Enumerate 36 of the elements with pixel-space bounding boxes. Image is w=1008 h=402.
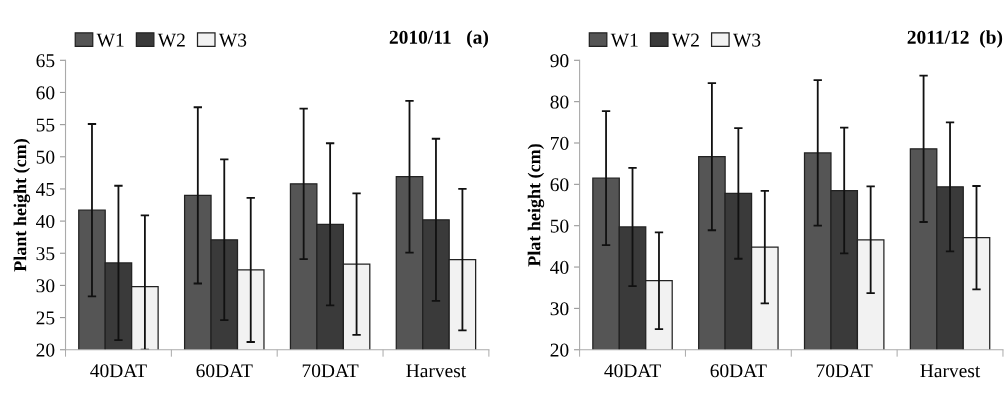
y-tick-label: 60: [36, 86, 55, 100]
legend-label: W1: [610, 33, 638, 47]
y-tick-label: 45: [36, 182, 55, 196]
y-tick-label: 60: [550, 178, 569, 192]
y-tick-label: 55: [36, 118, 55, 132]
y-tick-label: 70: [551, 136, 569, 150]
x-tick-label: Harvest: [406, 364, 467, 378]
y-tick-label: 80: [550, 95, 569, 109]
y-tick-label: 90: [550, 54, 569, 68]
y-axis-title: Plat height (cm): [527, 144, 545, 267]
x-tick-label: 40DAT: [90, 364, 147, 378]
y-tick-label: 20: [36, 343, 55, 357]
x-tick-label: 60DAT: [710, 364, 767, 378]
chart-title: 2011/12 (b): [907, 30, 1003, 48]
y-tick-label: 40: [36, 214, 55, 229]
legend-label: W1: [96, 33, 124, 47]
y-tick-label: 30: [550, 302, 569, 316]
x-tick-label: 40DAT: [604, 364, 661, 378]
y-tick-label: 65: [36, 54, 55, 68]
y-tick-label: 50: [550, 219, 569, 233]
y-tick-label: 50: [36, 150, 55, 164]
y-tick-label: 35: [36, 247, 55, 261]
x-tick-label: 70DAT: [302, 364, 359, 378]
legend-label: W2: [671, 33, 699, 47]
x-tick-label: Harvest: [920, 364, 981, 378]
legend-label: W2: [157, 33, 185, 47]
y-tick-label: 30: [36, 279, 55, 293]
y-tick-label: 20: [550, 343, 569, 357]
legend-label: W3: [732, 33, 761, 47]
x-tick-label: 70DAT: [816, 364, 873, 378]
x-tick-label: 60DAT: [196, 364, 253, 378]
chart-title: 2010/11 (a): [389, 30, 489, 48]
y-tick-label: 40: [550, 260, 569, 274]
y-axis-title: Plant height (cm): [13, 139, 31, 272]
y-tick-label: 25: [36, 311, 55, 325]
legend-label: W3: [218, 33, 247, 47]
